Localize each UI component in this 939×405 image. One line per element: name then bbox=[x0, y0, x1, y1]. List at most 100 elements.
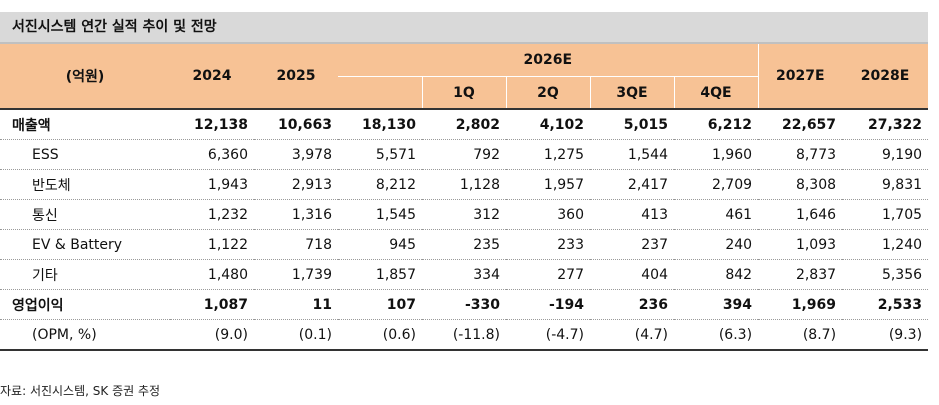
table-cell: 5,571 bbox=[338, 139, 422, 170]
unit-label: (억원) bbox=[0, 44, 170, 110]
row-label: 기타 bbox=[0, 259, 170, 290]
table-cell: 404 bbox=[590, 259, 674, 290]
table-cell: 10,663 bbox=[254, 109, 338, 140]
table-cell: 1,960 bbox=[674, 139, 759, 170]
table-cell: 6,360 bbox=[170, 139, 254, 170]
table-cell: 1,544 bbox=[590, 139, 674, 170]
table-cell: 107 bbox=[338, 289, 422, 320]
table-cell: 8,308 bbox=[758, 169, 843, 200]
table-cell: 27,322 bbox=[842, 109, 929, 140]
table-cell: (0.1) bbox=[254, 319, 338, 351]
table-cell: 1,969 bbox=[758, 289, 843, 320]
table-cell: 718 bbox=[254, 229, 338, 260]
table-cell: 461 bbox=[674, 199, 759, 230]
table-cell: -194 bbox=[506, 289, 590, 320]
year-2027e: 2027E bbox=[757, 44, 843, 110]
table-cell: 2,417 bbox=[590, 169, 674, 200]
table-cell: 22,657 bbox=[758, 109, 843, 140]
table-cell: 394 bbox=[674, 289, 759, 320]
table-cell: 1,739 bbox=[254, 259, 338, 290]
table-cell: 5,356 bbox=[842, 259, 929, 290]
table-cell: 1,705 bbox=[842, 199, 929, 230]
row-label: EV & Battery bbox=[0, 229, 170, 260]
group-2026e: 2026E bbox=[338, 44, 759, 77]
quarter-4qe: 4QE bbox=[673, 76, 759, 110]
quarter-3qe: 3QE bbox=[589, 76, 674, 110]
table-cell: 312 bbox=[422, 199, 506, 230]
table-cell: (4.7) bbox=[590, 319, 674, 351]
header-row-2: 1Q 2Q 3QE 4QE bbox=[0, 76, 928, 110]
table-cell: (6.3) bbox=[674, 319, 759, 351]
table-cell: 3,978 bbox=[254, 139, 338, 170]
table-cell: 1,857 bbox=[338, 259, 422, 290]
table-cell: (-11.8) bbox=[422, 319, 506, 351]
table-cell: 1,240 bbox=[842, 229, 929, 260]
table-cell: 1,943 bbox=[170, 169, 254, 200]
row-label: (OPM, %) bbox=[0, 319, 170, 351]
financial-table: (억원) 2024 2025 2026E 2027E 2028E 1Q 2Q 3… bbox=[0, 44, 929, 351]
row-label: 반도체 bbox=[0, 169, 170, 200]
table-cell: 2,709 bbox=[674, 169, 759, 200]
table-cell: (0.6) bbox=[338, 319, 422, 351]
table-cell: 235 bbox=[422, 229, 506, 260]
table-cell: 360 bbox=[506, 199, 590, 230]
quarter-1q: 1Q bbox=[421, 76, 506, 110]
table-cell: -330 bbox=[422, 289, 506, 320]
table-row: 반도체 1,943 2,913 8,212 1,128 1,957 2,417 2,709 8,… bbox=[0, 169, 929, 200]
table-cell: 1,232 bbox=[170, 199, 254, 230]
table-row: 기타 1,480 1,739 1,857 334 277 404 842 2,837 5,356 bbox=[0, 259, 929, 290]
table-cell: (9.0) bbox=[170, 319, 254, 351]
quarter-2q: 2Q bbox=[505, 76, 590, 110]
table-cell: 8,212 bbox=[338, 169, 422, 200]
header-row-1: (억원) 2024 2025 2026E 2027E 2028E bbox=[0, 44, 929, 110]
table-row: ESS 6,360 3,978 5,571 792 1,275 1,544 1,960 8,77… bbox=[0, 139, 929, 170]
table-cell: 9,831 bbox=[842, 169, 929, 200]
table-cell: 413 bbox=[590, 199, 674, 230]
table-cell: (8.7) bbox=[758, 319, 843, 351]
table-cell: 18,130 bbox=[338, 109, 422, 140]
table-row: EV & Battery 1,122 718 945 235 233 237 240 1,093… bbox=[0, 229, 929, 260]
table-cell: 792 bbox=[422, 139, 506, 170]
table-cell: 334 bbox=[422, 259, 506, 290]
source-note: 자료: 서진시스템, SK 증권 추정 bbox=[0, 384, 161, 398]
table-cell: (9.3) bbox=[842, 319, 929, 351]
table-cell: 1,316 bbox=[254, 199, 338, 230]
table-cell: 1,957 bbox=[506, 169, 590, 200]
table-cell: 8,773 bbox=[758, 139, 843, 170]
year-2025: 2025 bbox=[254, 44, 338, 110]
table-cell: 1,646 bbox=[758, 199, 843, 230]
year-2024: 2024 bbox=[170, 44, 254, 110]
table-cell: 2,913 bbox=[254, 169, 338, 200]
table-cell: 1,087 bbox=[170, 289, 254, 320]
table-cell: 945 bbox=[338, 229, 422, 260]
table-cell: 1,093 bbox=[758, 229, 843, 260]
quarter-annual-blank bbox=[338, 76, 422, 110]
table-cell: 1,122 bbox=[170, 229, 254, 260]
year-2028e: 2028E bbox=[842, 44, 929, 110]
table-cell: 4,102 bbox=[506, 109, 590, 140]
row-label: 영업이익 bbox=[0, 289, 170, 320]
table-body: 매출액 12,138 10,663 18,130 2,802 4,102 5,015 6,21… bbox=[0, 109, 929, 351]
table-cell: 6,212 bbox=[674, 109, 759, 140]
row-label: 통신 bbox=[0, 199, 170, 230]
table-cell: 5,015 bbox=[590, 109, 674, 140]
table-cell: 1,275 bbox=[506, 139, 590, 170]
table-row: (OPM, %) (9.0) (0.1) (0.6) (-11.8) (-4.7) (4.7… bbox=[0, 319, 929, 351]
table-cell: 842 bbox=[674, 259, 759, 290]
table-cell: 9,190 bbox=[842, 139, 929, 170]
table-cell: 236 bbox=[590, 289, 674, 320]
table-cell: (-4.7) bbox=[506, 319, 590, 351]
table-cell: 11 bbox=[254, 289, 338, 320]
table-cell: 12,138 bbox=[170, 109, 254, 140]
table-cell: 237 bbox=[590, 229, 674, 260]
table-cell: 2,802 bbox=[422, 109, 506, 140]
table-title: 서진시스템 연간 실적 추이 및 전망 bbox=[0, 12, 928, 44]
table-cell: 1,128 bbox=[422, 169, 506, 200]
table-cell: 1,545 bbox=[338, 199, 422, 230]
table-row: 매출액 12,138 10,663 18,130 2,802 4,102 5,015 6,21… bbox=[0, 109, 929, 140]
table-row: 통신 1,232 1,316 1,545 312 360 413 461 1,646 1,705 bbox=[0, 199, 929, 230]
table-cell: 240 bbox=[674, 229, 759, 260]
table-cell: 233 bbox=[506, 229, 590, 260]
table-cell: 277 bbox=[506, 259, 590, 290]
table-cell: 1,480 bbox=[170, 259, 254, 290]
